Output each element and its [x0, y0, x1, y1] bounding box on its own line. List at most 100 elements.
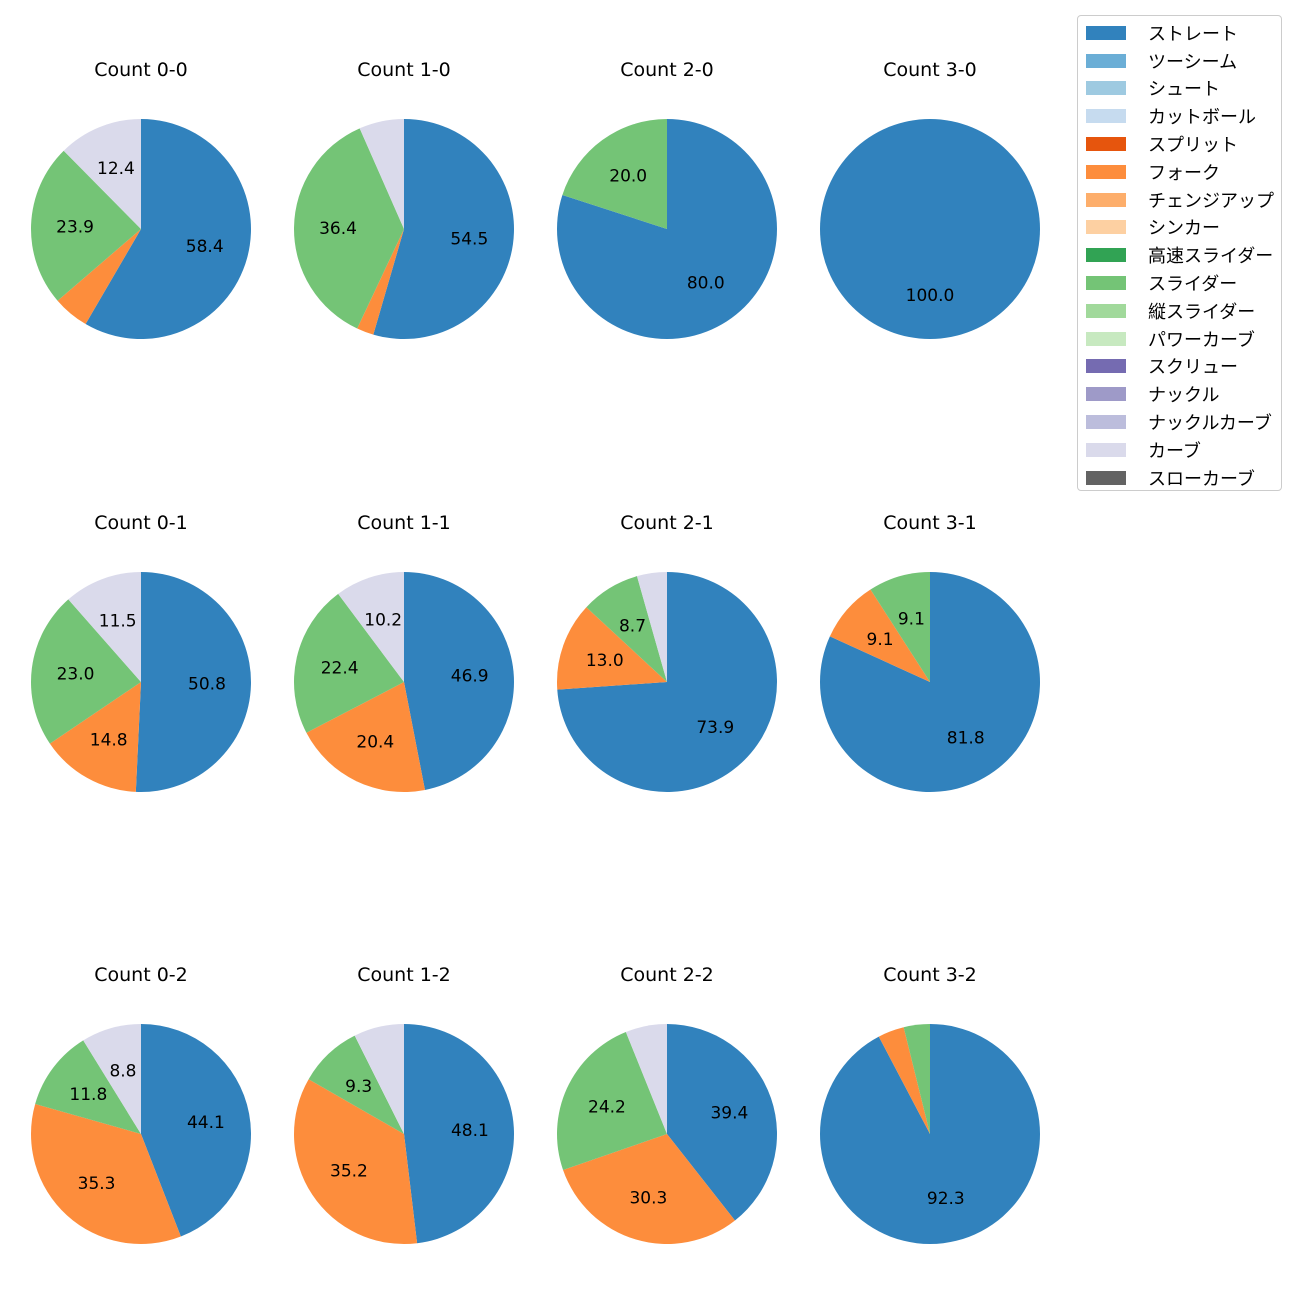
slice-percent-label: 58.4 — [186, 237, 224, 257]
pie-title: Count 1-2 — [357, 964, 451, 986]
pie-slice-fork — [49, 682, 141, 792]
slice-percent-label: 13.0 — [586, 651, 624, 671]
pie-slice-curve — [359, 119, 404, 229]
legend-swatch — [1086, 331, 1126, 346]
pie-slice-straight — [373, 119, 515, 339]
legend-label: スクリュー — [1148, 357, 1238, 379]
pie-title: Count 1-0 — [357, 59, 451, 81]
pie-slice-fork — [557, 607, 667, 690]
legend-item: スプリット — [1078, 130, 1281, 158]
slice-percent-label: 22.4 — [321, 658, 359, 678]
slice-percent-label: 23.9 — [56, 217, 94, 237]
legend-swatch — [1086, 109, 1126, 124]
pie-slice-straight — [820, 119, 1040, 339]
legend-label: シュート — [1148, 79, 1220, 101]
pie-slice-curve — [636, 572, 667, 682]
pie-slice-curve — [63, 119, 141, 229]
pie-title: Count 0-2 — [94, 964, 188, 986]
pie-title: Count 2-1 — [620, 512, 714, 534]
legend-item: シンカー — [1078, 214, 1281, 242]
legend-item: スライダー — [1078, 269, 1281, 297]
pie-slice-fork — [294, 1079, 418, 1244]
legend-item: ナックルカーブ — [1078, 408, 1281, 436]
pie-chart-1: Count 0-0 58.4 23.9 12.4 — [30, 59, 252, 339]
legend-label: カーブ — [1148, 440, 1201, 462]
legend-label: パワーカーブ — [1148, 329, 1255, 351]
legend-swatch — [1086, 415, 1126, 430]
legend-swatch — [1086, 25, 1126, 40]
pie-slice-straight — [404, 572, 514, 790]
legend-item: チェンジアップ — [1078, 186, 1281, 214]
slice-percent-label: 11.8 — [69, 1085, 107, 1105]
pie-slice-straight — [667, 1024, 777, 1221]
slice-percent-label: 10.2 — [364, 610, 402, 630]
pie-title: Count 1-1 — [357, 512, 451, 534]
legend-swatch — [1086, 53, 1126, 68]
legend-label: ストレート — [1148, 23, 1238, 45]
pie-slice-slider — [35, 1040, 141, 1134]
pie-chart-8: Count 3-1 81.8 9.19.1 — [820, 512, 1040, 792]
slice-percent-label: 36.4 — [319, 219, 357, 239]
pie-chart-9: Count 0-2 44.1 35.3 11.88.8 — [31, 964, 251, 1244]
legend-label: ナックル — [1148, 385, 1220, 407]
legend: ストレート ツーシームシュートカットボール スプリットフォークチェンジアップ シンカー… — [1077, 15, 1282, 491]
pie-slice-straight — [557, 572, 777, 792]
pie-slice-fork — [357, 229, 404, 335]
slice-percent-label: 100.0 — [906, 286, 955, 306]
legend-item: 高速スライダー — [1078, 241, 1281, 269]
pie-slice-fork — [306, 682, 425, 792]
legend-item: フォーク — [1078, 158, 1281, 186]
pie-slice-curve — [68, 572, 141, 682]
pie-chart-12: Count 3-2 92.3 — [819, 964, 1040, 1244]
legend-item: カットボール — [1078, 102, 1281, 130]
legend-label: 高速スライダー — [1148, 246, 1274, 268]
pie-slice-slider — [30, 150, 141, 301]
legend-item: ツーシーム — [1078, 47, 1281, 75]
pie-chart-4: Count 3-0 100.0 — [820, 59, 1040, 339]
slice-percent-label: 9.1 — [898, 610, 925, 630]
pie-slice-straight — [819, 1024, 1040, 1244]
pie-slice-fork — [57, 229, 142, 325]
pie-title: Count 2-2 — [620, 964, 714, 986]
slice-percent-label: 54.5 — [450, 229, 488, 249]
pie-slice-fork — [829, 589, 930, 682]
slice-percent-label: 9.1 — [867, 630, 894, 650]
legend-label: スローカーブ — [1148, 468, 1255, 490]
slice-percent-label: 8.7 — [619, 617, 646, 637]
legend-item: パワーカーブ — [1078, 325, 1281, 353]
pie-slice-slider — [586, 576, 667, 682]
pie-slice-curve — [83, 1023, 141, 1134]
legend-item: スローカーブ — [1078, 464, 1281, 492]
pie-slice-slider — [557, 1031, 667, 1170]
pie-chart-6: Count 1-1 46.9 20.4 22.4 10.2 — [294, 512, 514, 792]
legend-swatch — [1086, 276, 1126, 291]
legend-swatch — [1086, 442, 1126, 457]
legend-label: フォーク — [1148, 162, 1220, 184]
pie-chart-11: Count 2-2 39.4 30.3 24.2 — [557, 964, 777, 1244]
slice-percent-label: 20.0 — [609, 167, 647, 187]
legend-label: 縦スライダー — [1148, 301, 1256, 323]
pie-title: Count 3-0 — [883, 59, 977, 81]
legend-label: カットボール — [1148, 107, 1256, 129]
slice-percent-label: 81.8 — [947, 729, 985, 749]
legend-label: チェンジアップ — [1148, 190, 1274, 212]
legend-swatch — [1086, 192, 1126, 207]
pie-chart-5: Count 0-1 50.8 14.8 23.0 11.5 — [31, 512, 252, 793]
legend-item: スクリュー — [1078, 353, 1281, 381]
slice-percent-label: 30.3 — [629, 1188, 667, 1208]
pie-title: Count 0-1 — [94, 512, 188, 534]
pie-chart-2: Count 1-0 54.5 36.4 — [293, 59, 515, 339]
pie-slice-straight — [820, 572, 1040, 792]
slice-percent-label: 23.0 — [57, 665, 95, 685]
legend-item: シュート — [1078, 75, 1281, 103]
pie-slice-straight — [135, 572, 252, 793]
slice-percent-label: 24.2 — [588, 1098, 626, 1118]
slice-percent-label: 48.1 — [451, 1121, 489, 1141]
legend-swatch — [1086, 359, 1126, 374]
legend-swatch — [1086, 470, 1126, 485]
pie-slice-curve — [338, 572, 404, 682]
pie-title: Count 0-0 — [94, 59, 188, 81]
legend-item: ストレート — [1078, 19, 1281, 47]
legend-item: 縦スライダー — [1078, 297, 1281, 325]
